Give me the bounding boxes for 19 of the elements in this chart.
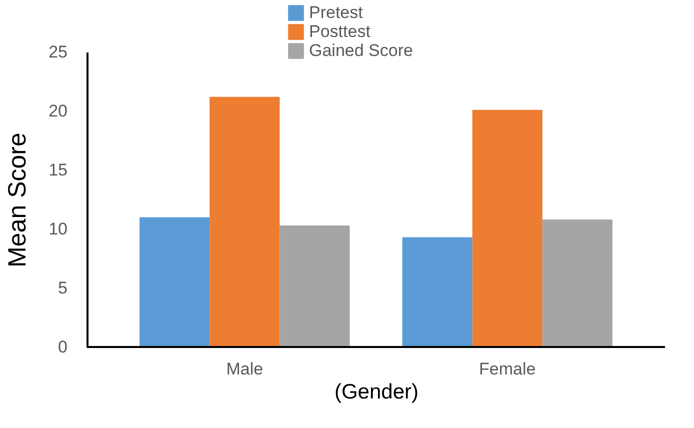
- y-tick-label: 0: [58, 338, 68, 356]
- bar: [402, 237, 472, 347]
- y-tick-label: 25: [48, 42, 68, 62]
- legend-label: Pretest: [309, 3, 364, 22]
- y-axis-title: Mean Score: [4, 132, 32, 268]
- bar: [542, 220, 612, 347]
- legend-label: Posttest: [309, 22, 371, 41]
- y-tick-label: 15: [48, 160, 68, 180]
- bar: [280, 225, 350, 347]
- x-tick-label: Male: [226, 360, 264, 378]
- bar: [140, 217, 210, 347]
- bar: [210, 96, 280, 347]
- bar: [472, 110, 542, 347]
- x-tick-label: Female: [479, 360, 536, 378]
- x-axis-title: (Gender): [334, 380, 419, 404]
- y-tick-label: 20: [48, 102, 68, 120]
- y-tick-label: 5: [58, 278, 68, 298]
- legend-label: Gained Score: [309, 41, 413, 60]
- y-tick-label: 10: [48, 220, 68, 238]
